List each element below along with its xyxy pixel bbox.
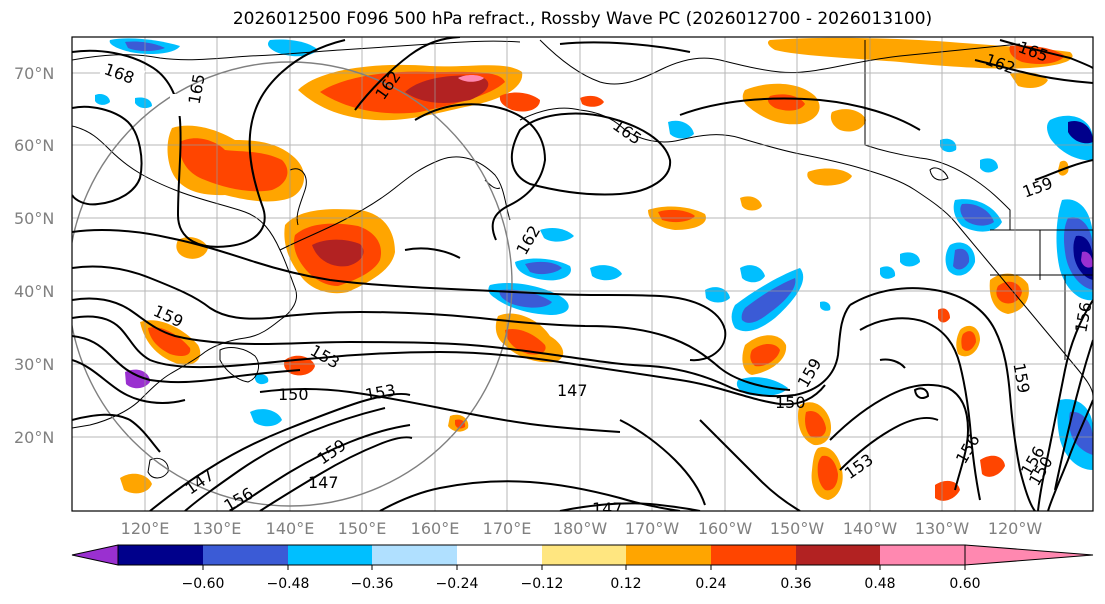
- colorbar-tick-label: −0.24: [436, 576, 479, 592]
- graticule: [72, 37, 1093, 511]
- shaded-refractivity-anomaly: [95, 37, 1093, 501]
- latitude-labels: 70°N 60°N 50°N 40°N 30°N 20°N: [14, 64, 54, 447]
- lon-label: 150°W: [770, 519, 825, 538]
- contour-label: 150: [278, 385, 309, 404]
- lat-label: 20°N: [14, 428, 54, 447]
- colorbar-tick-label: −0.48: [267, 576, 310, 592]
- colorbar: −0.60 −0.48 −0.36 −0.24 −0.12 0.12 0.24 …: [71, 544, 1094, 592]
- lon-label: 140°W: [843, 519, 898, 538]
- lon-label: 130°W: [915, 519, 970, 538]
- lat-label: 30°N: [14, 355, 54, 374]
- lon-label: 160°W: [698, 519, 753, 538]
- colorbar-extend-right: [964, 544, 1094, 566]
- lon-label: 160°E: [411, 519, 460, 538]
- contour-label: 150: [775, 393, 806, 412]
- lon-label: 120°E: [121, 519, 170, 538]
- lon-label: 120°W: [988, 519, 1043, 538]
- coastlines: [72, 39, 1093, 479]
- reference-circle: [72, 61, 513, 507]
- colorbar-segment: [796, 545, 881, 565]
- lat-label: 60°N: [14, 136, 54, 155]
- lon-label: 130°E: [193, 519, 242, 538]
- colorbar-tick-label: 0.60: [949, 576, 980, 592]
- lat-label: 70°N: [14, 64, 54, 83]
- colorbar-segment: [118, 545, 203, 565]
- lon-label: 170°E: [483, 519, 532, 538]
- colorbar-segment: [457, 545, 542, 565]
- colorbar-tick-label: −0.36: [351, 576, 394, 592]
- colorbar-segment: [711, 545, 796, 565]
- lat-label: 50°N: [14, 209, 54, 228]
- colorbar-tick-label: 0.48: [864, 576, 895, 592]
- refractivity-contours: [72, 37, 1093, 511]
- lat-label: 40°N: [14, 282, 54, 301]
- colorbar-segment: [880, 545, 965, 565]
- map-border: [71, 36, 1094, 512]
- lon-label: 170°W: [625, 519, 680, 538]
- map-background: [72, 37, 1093, 511]
- colorbar-extend-left: [71, 544, 119, 566]
- chart-title: 2026012500 F096 500 hPa refract., Rossby…: [232, 9, 933, 29]
- colorbar-segment: [203, 545, 288, 565]
- lon-label: 180°W: [553, 519, 608, 538]
- contour-label: 147: [557, 381, 588, 400]
- contour-label: 147: [308, 473, 339, 492]
- lon-label: 150°E: [338, 519, 387, 538]
- colorbar-segment: [288, 545, 373, 565]
- longitude-labels: 120°E 130°E 140°E 150°E 160°E 170°E 180°…: [121, 519, 1043, 538]
- contour-label: 147: [592, 499, 623, 518]
- colorbar-tick-label: 0.12: [610, 576, 641, 592]
- colorbar-segment: [542, 545, 627, 565]
- colorbar-tick-label: 0.24: [695, 576, 726, 592]
- lon-label: 140°E: [266, 519, 315, 538]
- contour-label: 156: [1071, 301, 1095, 334]
- colorbar-tick-label: 0.36: [780, 576, 811, 592]
- colorbar-segment: [626, 545, 711, 565]
- colorbar-tick-label: −0.12: [521, 576, 564, 592]
- colorbar-tick-label: −0.60: [182, 576, 225, 592]
- colorbar-segment: [372, 545, 457, 565]
